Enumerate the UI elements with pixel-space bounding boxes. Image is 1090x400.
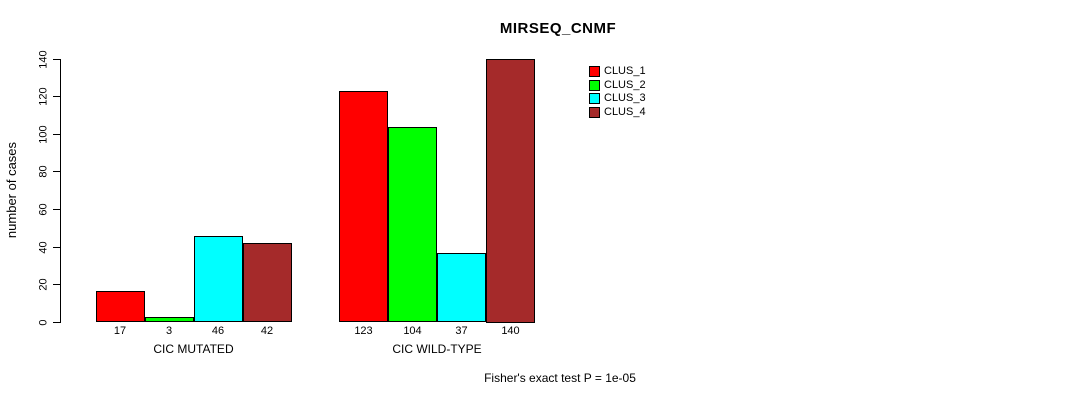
bar-value-label: 17 xyxy=(113,325,127,337)
legend-swatch-clus_2 xyxy=(589,79,600,91)
bar-value-label: 123 xyxy=(354,325,373,337)
legend-item-clus_1: CLUS_1 xyxy=(589,65,646,78)
legend-swatch-clus_1 xyxy=(589,66,600,77)
y-axis-tick-label: 120 xyxy=(37,87,50,106)
y-axis-tick xyxy=(52,96,60,98)
y-axis-tick xyxy=(52,58,60,60)
y-axis-line xyxy=(59,59,61,323)
bar-value-label: 37 xyxy=(455,325,468,337)
bar-clus_3-group2 xyxy=(437,252,486,323)
y-axis-tick-label: 40 xyxy=(37,241,50,254)
legend-swatch-clus_4 xyxy=(589,106,600,118)
legend-item-clus_4: CLUS_4 xyxy=(589,106,646,119)
bar-clus_2-group1 xyxy=(144,316,194,323)
y-axis-tick xyxy=(52,322,60,323)
bar-clus_2-group2 xyxy=(388,126,437,323)
legend-swatch-clus_3 xyxy=(589,93,600,104)
legend-item-clus_3: CLUS_3 xyxy=(589,92,646,105)
legend-label: CLUS_3 xyxy=(604,92,646,104)
bar-value-label: 46 xyxy=(211,325,225,337)
legend-label: CLUS_4 xyxy=(604,105,646,118)
statistical-test-annotation: Fisher's exact test P = 1e-05 xyxy=(484,371,636,385)
y-axis-tick-label: 80 xyxy=(37,165,50,179)
y-axis-label: number of cases xyxy=(4,141,19,239)
bar-value-label: 140 xyxy=(501,325,520,337)
x-axis-category-label: CIC WILD-TYPE xyxy=(392,342,482,356)
y-axis-tick-label: 140 xyxy=(37,49,50,69)
y-axis-tick-label: 20 xyxy=(37,278,50,291)
y-axis-tick xyxy=(52,171,60,173)
bar-clus_3-group1 xyxy=(193,235,243,323)
chart-title: MIRSEQ_CNMF xyxy=(499,20,617,37)
bar-value-label: 3 xyxy=(165,325,173,337)
bar-value-label: 104 xyxy=(403,325,422,337)
legend: CLUS_1 CLUS_2 CLUS_3 CLUS_4 xyxy=(589,65,646,119)
y-axis-tick-label: 60 xyxy=(37,203,50,216)
y-axis-tick xyxy=(52,133,60,135)
y-axis-tick xyxy=(52,246,60,248)
legend-label: CLUS_2 xyxy=(604,78,646,91)
legend-item-clus_2: CLUS_2 xyxy=(589,79,646,92)
y-axis-tick xyxy=(52,284,60,286)
legend-label: CLUS_1 xyxy=(604,65,646,77)
bar-clus_1-group2 xyxy=(339,90,388,323)
bar-clus_4-group2 xyxy=(486,59,535,323)
bar-clus_1-group1 xyxy=(95,290,145,323)
y-axis-tick-label: 0 xyxy=(37,319,50,326)
y-axis-tick-label: 100 xyxy=(37,125,50,144)
bar-clus_4-group1 xyxy=(242,243,292,323)
y-axis-tick xyxy=(52,209,60,211)
bar-value-label: 42 xyxy=(260,325,274,337)
x-axis-category-label: CIC MUTATED xyxy=(153,342,234,356)
